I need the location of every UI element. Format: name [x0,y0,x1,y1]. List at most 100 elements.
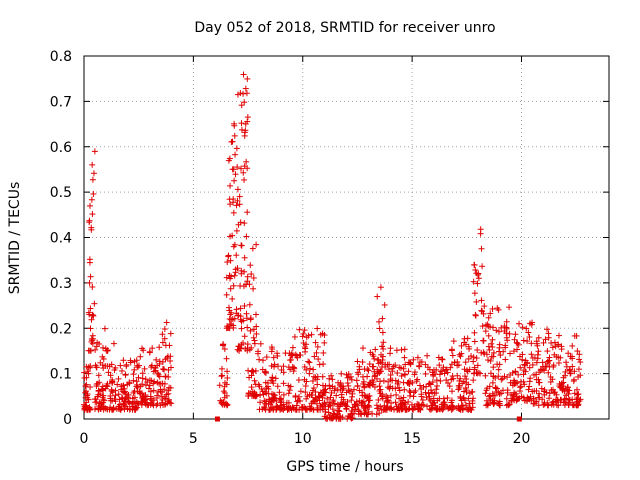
data-point [545,334,552,341]
data-point [538,366,545,373]
data-point [103,382,110,389]
data-point [300,339,307,346]
data-point [426,396,433,403]
data-point [297,388,304,395]
data-point [563,359,570,366]
data-point [307,365,314,372]
data-point [489,336,496,343]
data-point [349,390,356,397]
data-point [344,380,351,387]
y-axis-label: SRMTID / TECUs [7,182,23,295]
data-point [394,406,401,413]
data-point [220,388,227,395]
data-point [274,383,281,390]
data-point [303,341,310,348]
data-point [271,361,278,368]
data-point [496,328,503,335]
data-point [480,349,487,356]
data-point [533,387,540,394]
data-point [237,313,244,320]
data-point [444,369,451,376]
data-point [463,389,470,396]
data-point [511,336,518,343]
data-point [252,367,259,374]
data-point [465,406,472,413]
data-point [139,370,146,377]
data-point [142,382,149,389]
data-point [289,344,296,351]
data-point [387,350,394,357]
data-point [450,375,457,382]
data-point [109,378,116,385]
data-point [549,344,556,351]
data-point [82,383,89,390]
data-point [490,401,497,408]
data-point [223,401,230,408]
data-point [130,398,137,405]
data-point [290,364,297,371]
data-point [556,382,563,389]
data-point [568,353,575,360]
data-point [139,381,146,388]
data-point [314,325,321,332]
x-tick-labels: 0 5 10 15 20 [80,431,531,447]
data-point [495,306,502,313]
y-tick-label: 0.4 [50,231,72,247]
data-point [137,353,144,360]
data-point [300,330,307,337]
data-point [393,391,400,398]
data-point [286,387,293,394]
data-point [224,402,231,409]
data-point [305,358,312,365]
data-point [146,348,153,355]
data-point [438,356,445,363]
data-point [277,395,284,402]
data-point [571,368,578,375]
data-point [525,386,532,393]
data-point [302,389,309,396]
data-point [233,227,240,234]
data-point [244,324,251,331]
data-point [512,331,519,338]
data-point [359,345,366,352]
data-point [521,362,528,369]
data-point [88,196,95,203]
data-point [247,327,254,334]
data-point [398,372,405,379]
data-point [265,400,272,407]
data-point [519,351,526,358]
data-point [490,324,497,331]
data-point [548,401,555,408]
data-point [131,366,138,373]
data-point [126,380,133,387]
data-point [260,357,267,364]
data-point [439,406,446,413]
data-point [311,398,318,405]
data-point [414,354,421,361]
data-point [478,245,485,252]
data-point [234,197,241,204]
data-point [416,382,423,389]
data-point [326,375,333,382]
data-point [516,320,523,327]
chart-title: Day 052 of 2018, SRMTID for receiver unr… [194,20,495,36]
data-point [540,339,547,346]
data-point [565,350,572,357]
data-point [364,366,371,373]
data-point [479,263,486,270]
data-point [324,395,331,402]
data-point [87,202,94,209]
data-point [356,408,363,415]
data-point [253,330,260,337]
data-point [418,391,425,398]
data-point [396,395,403,402]
data-point [497,352,504,359]
data-point [221,346,228,353]
data-point [228,138,235,145]
data-point [119,388,126,395]
data-point [418,386,425,393]
data-point [227,233,234,240]
data-point [422,370,429,377]
data-point [115,375,122,382]
data-point [550,363,557,370]
